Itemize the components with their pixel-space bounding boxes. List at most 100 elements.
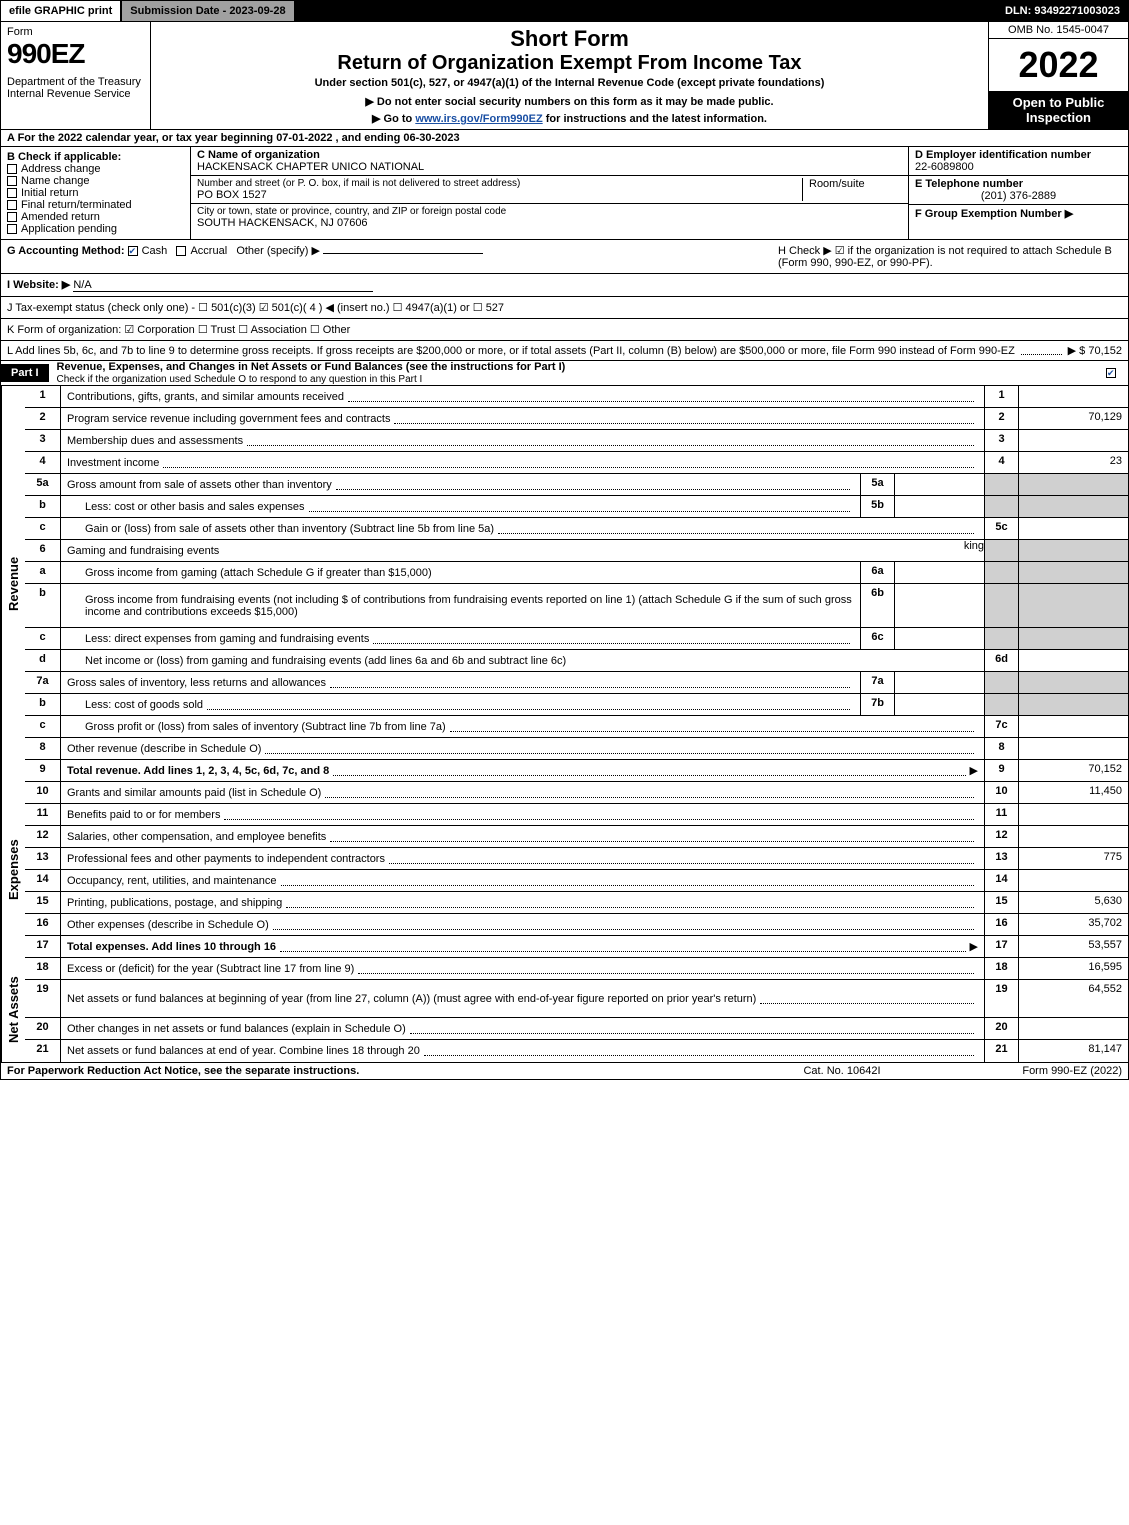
chk-address-change[interactable] (7, 164, 17, 174)
chk-name-change[interactable] (7, 176, 17, 186)
chk-pending[interactable] (7, 224, 17, 234)
dln: DLN: 93492271003023 (997, 1, 1128, 21)
section-gh: G Accounting Method: Cash Accrual Other … (0, 240, 1129, 274)
line-7b: b Less: cost of goods sold 7b (25, 694, 1128, 716)
section-l: L Add lines 5b, 6c, and 7b to line 9 to … (0, 341, 1129, 361)
subval-5a (894, 474, 984, 495)
section-b: B Check if applicable: Address change Na… (1, 147, 191, 239)
no-8: 8 (984, 738, 1018, 759)
ln-12: 12 (25, 826, 61, 847)
no-16: 16 (984, 914, 1018, 935)
val-6b-grey (1018, 584, 1128, 627)
g-other-input[interactable] (323, 253, 483, 254)
ln-17: 17 (25, 936, 61, 957)
ln-19: 19 (25, 980, 61, 1017)
org-address: PO BOX 1527 (197, 189, 802, 201)
no-18: 18 (984, 958, 1018, 979)
form-label: Form (7, 26, 144, 38)
desc-21: Net assets or fund balances at end of ye… (67, 1045, 420, 1057)
note2-post: for instructions and the latest informat… (543, 113, 767, 125)
no-5b-grey (984, 496, 1018, 517)
subval-6c (894, 628, 984, 649)
ln-9: 9 (25, 760, 61, 781)
line-2: 2 Program service revenue including gove… (25, 408, 1128, 430)
section-i: I Website: ▶ N/A (0, 274, 1129, 297)
footer-notice: For Paperwork Reduction Act Notice, see … (7, 1065, 742, 1077)
desc-12: Salaries, other compensation, and employ… (67, 831, 326, 843)
no-6-grey (984, 540, 1018, 561)
subno-7a: 7a (860, 672, 894, 693)
line-9: 9 Total revenue. Add lines 1, 2, 3, 4, 5… (25, 760, 1128, 782)
subno-6a: 6a (860, 562, 894, 583)
chk-final-return[interactable] (7, 200, 17, 210)
line-4: 4 Investment income 4 23 (25, 452, 1128, 474)
ein-label: D Employer identification number (915, 149, 1122, 161)
ln-21: 21 (25, 1040, 61, 1062)
section-j: J Tax-exempt status (check only one) - ☐… (0, 297, 1129, 319)
line-6a: a Gross income from gaming (attach Sched… (25, 562, 1128, 584)
no-11: 11 (984, 804, 1018, 825)
no-15: 15 (984, 892, 1018, 913)
group-exemption-label: F Group Exemption Number ▶ (915, 207, 1122, 220)
line-7a: 7a Gross sales of inventory, less return… (25, 672, 1128, 694)
line-18: 18 Excess or (deficit) for the year (Sub… (25, 958, 1128, 980)
subno-5a: 5a (860, 474, 894, 495)
no-17: 17 (984, 936, 1018, 957)
val-5a-grey (1018, 474, 1128, 495)
form-header: Form 990EZ Department of the Treasury In… (0, 22, 1129, 130)
desc-7b: Less: cost of goods sold (85, 699, 203, 711)
desc-4: Investment income (67, 457, 159, 469)
line-11: 11 Benefits paid to or for members 11 (25, 804, 1128, 826)
header-center: Short Form Return of Organization Exempt… (151, 22, 988, 129)
val-13: 775 (1018, 848, 1128, 869)
no-4: 4 (984, 452, 1018, 473)
ln-20: 20 (25, 1018, 61, 1039)
part1-bar: Part I Revenue, Expenses, and Changes in… (0, 361, 1129, 386)
desc-5a: Gross amount from sale of assets other t… (67, 479, 332, 491)
line-6: 6 Gaming and fundraising events king (25, 540, 1128, 562)
line-6d: d Net income or (loss) from gaming and f… (25, 650, 1128, 672)
website-value: N/A (73, 279, 373, 292)
form-number: 990EZ (7, 38, 144, 70)
subval-7b (894, 694, 984, 715)
ln-13: 13 (25, 848, 61, 869)
ln-8: 8 (25, 738, 61, 759)
ln-3: 3 (25, 430, 61, 451)
open-inspection: Open to Public Inspection (989, 91, 1128, 129)
l-text: L Add lines 5b, 6c, and 7b to line 9 to … (7, 345, 1015, 357)
subno-7b: 7b (860, 694, 894, 715)
val-12 (1018, 826, 1128, 847)
org-city: SOUTH HACKENSACK, NJ 07606 (197, 217, 506, 229)
ln-5a: 5a (25, 474, 61, 495)
line-5b: b Less: cost or other basis and sales ex… (25, 496, 1128, 518)
g-accrual: Accrual (190, 245, 227, 257)
irs-link[interactable]: www.irs.gov/Form990EZ (415, 113, 542, 125)
efile-print[interactable]: efile GRAPHIC print (1, 1, 122, 21)
ln-6b: b (25, 584, 61, 627)
no-2: 2 (984, 408, 1018, 429)
c-city-label: City or town, state or province, country… (197, 206, 506, 217)
section-a: A For the 2022 calendar year, or tax yea… (0, 130, 1129, 147)
g-other: Other (specify) ▶ (236, 245, 320, 257)
chk-cash[interactable] (128, 246, 138, 256)
val-15: 5,630 (1018, 892, 1128, 913)
footer-formno: Form 990-EZ (2022) (942, 1065, 1122, 1077)
ln-15: 15 (25, 892, 61, 913)
subval-6a (894, 562, 984, 583)
line-3: 3 Membership dues and assessments 3 (25, 430, 1128, 452)
no-7a-grey (984, 672, 1018, 693)
desc-6a: Gross income from gaming (attach Schedul… (85, 567, 432, 579)
desc-3: Membership dues and assessments (67, 435, 243, 447)
chk-amended[interactable] (7, 212, 17, 222)
ln-11: 11 (25, 804, 61, 825)
val-21: 81,147 (1018, 1040, 1128, 1062)
chk-accrual[interactable] (176, 246, 186, 256)
desc-5c: Gain or (loss) from sale of assets other… (85, 523, 494, 535)
val-7c (1018, 716, 1128, 737)
val-14 (1018, 870, 1128, 891)
arrow-9: ▶ (970, 764, 978, 777)
ln-5c: c (25, 518, 61, 539)
ln-5b: b (25, 496, 61, 517)
chk-schedule-o[interactable] (1106, 368, 1116, 378)
chk-initial-return[interactable] (7, 188, 17, 198)
